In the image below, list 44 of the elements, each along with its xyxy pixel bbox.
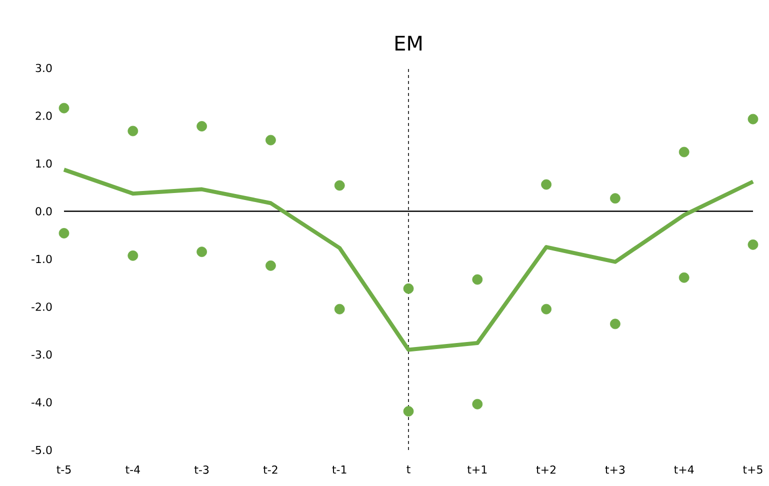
point xyxy=(334,180,345,191)
point xyxy=(541,304,552,314)
chart-title: EM xyxy=(396,36,422,50)
x-tick-label: t+3 xyxy=(605,466,625,474)
point xyxy=(58,228,70,238)
point xyxy=(266,134,276,146)
x-tick-label: t-3 xyxy=(194,466,209,474)
y-tick-label: 0.0 xyxy=(36,207,52,216)
point xyxy=(128,126,138,136)
x-tick-label: t xyxy=(406,466,410,474)
x-tick-label: t+4 xyxy=(674,466,694,474)
point xyxy=(610,193,620,204)
point xyxy=(678,272,690,283)
y-tick-label: -3.0 xyxy=(32,350,52,359)
y-tick-label: 2.0 xyxy=(36,112,52,120)
y-tick-label: 3.0 xyxy=(36,64,52,72)
x-tick-label: t-5 xyxy=(56,466,71,474)
point xyxy=(472,274,483,285)
x-tick-label: t-2 xyxy=(263,466,278,474)
point xyxy=(403,283,414,294)
y-tick-label: -1.0 xyxy=(32,254,52,264)
point xyxy=(403,406,414,417)
point xyxy=(58,102,70,114)
point xyxy=(678,146,690,158)
x-tick-label: t+5 xyxy=(743,466,762,474)
point xyxy=(334,304,345,314)
point xyxy=(541,179,552,190)
point xyxy=(196,246,208,258)
x-tick-label: t+1 xyxy=(467,466,487,474)
x-tick-label: t-4 xyxy=(126,466,140,474)
point xyxy=(266,260,276,271)
line-series xyxy=(62,168,755,352)
point xyxy=(196,121,208,132)
point xyxy=(472,398,483,410)
point xyxy=(748,114,758,124)
point xyxy=(748,239,758,250)
point xyxy=(128,250,138,261)
y-tick-label: -2.0 xyxy=(32,302,52,311)
y-tick-label: 1.0 xyxy=(36,159,52,168)
x-tick-label: t-1 xyxy=(332,466,346,474)
y-tick-label: -4.0 xyxy=(32,398,52,406)
y-tick-label: -5.0 xyxy=(32,446,52,454)
point xyxy=(610,318,620,330)
x-tick-label: t+2 xyxy=(536,466,556,474)
